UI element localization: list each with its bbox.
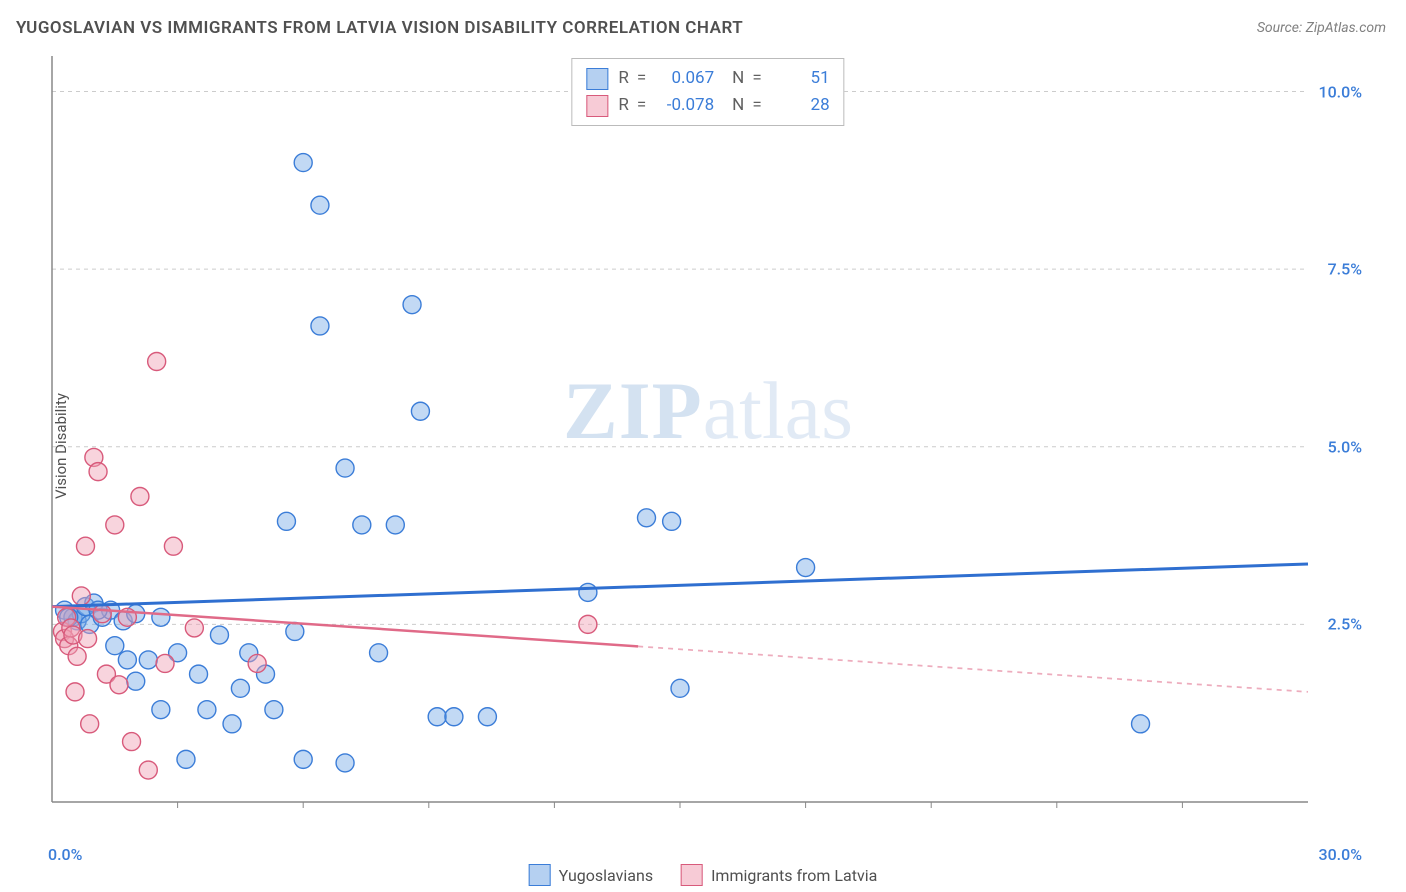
legend-item: Yugoslavians: [529, 864, 653, 886]
y-tick-label: 2.5%: [1328, 615, 1362, 634]
legend-label: Immigrants from Latvia: [711, 866, 877, 885]
y-tick-label: 5.0%: [1328, 437, 1362, 456]
legend-bottom: Yugoslavians Immigrants from Latvia: [529, 864, 878, 886]
source-attribution: Source: ZipAtlas.com: [1257, 20, 1386, 36]
legend-swatch-icon: [681, 864, 703, 886]
y-tick-label: 7.5%: [1328, 260, 1362, 279]
scatter-plot: ZIPatlas 2.5%5.0%7.5%10.0%0.0%30.0%R=0.0…: [48, 48, 1368, 838]
correlation-legend-row: R=0.067N=51: [586, 65, 829, 92]
legend-item: Immigrants from Latvia: [681, 864, 877, 886]
legend-swatch-icon: [586, 68, 608, 90]
correlation-legend-row: R=-0.078N=28: [586, 92, 829, 119]
chart-title: YUGOSLAVIAN VS IMMIGRANTS FROM LATVIA VI…: [16, 18, 743, 38]
x-tick-min: 0.0%: [48, 845, 82, 864]
legend-label: Yugoslavians: [559, 866, 653, 885]
correlation-legend: R=0.067N=51R=-0.078N=28: [571, 58, 844, 126]
y-tick-label: 10.0%: [1318, 82, 1362, 101]
x-tick-max: 30.0%: [1318, 845, 1362, 864]
legend-swatch-icon: [586, 95, 608, 117]
legend-swatch-icon: [529, 864, 551, 886]
